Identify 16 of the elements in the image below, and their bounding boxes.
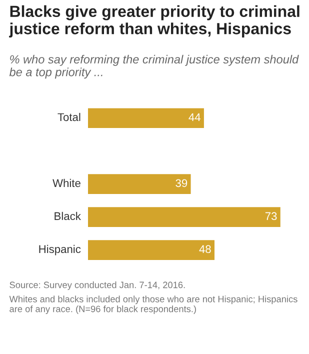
text: Whites and blacks included only those who are not Hispanic; Hispanics are of any race. (N=96 for black respondents.) (9, 296, 298, 314)
bar (88, 207, 280, 227)
data-label: 48 (199, 245, 211, 254)
data-label: 73 (265, 212, 277, 220)
source-note: Source: Survey conducted Jan. 7-14, 2016. (10, 281, 185, 290)
y-tick-label: Total (58, 112, 80, 122)
data-label: 44 (188, 113, 200, 121)
chart-subtitle: % who say reforming the criminal justice system should be a top priority ... (9, 54, 299, 79)
y-tick-label: Hispanic (39, 244, 81, 256)
y-tick-label: White (52, 178, 80, 188)
chart-title: Blacks give greater priority to criminal justice reform than whites, Hispanics (9, 5, 300, 38)
bar (88, 240, 214, 260)
bar (88, 174, 191, 194)
data-label: 39 (176, 179, 188, 188)
bar (88, 108, 204, 128)
y-tick-label: Black (54, 212, 81, 220)
